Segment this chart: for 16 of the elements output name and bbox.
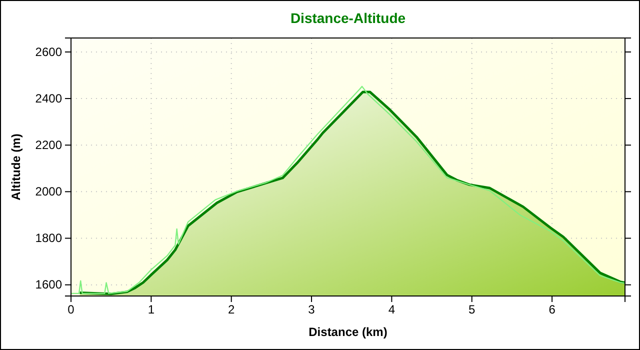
x-tick-label: 3 (308, 302, 316, 317)
y-tick-label: 1600 (35, 278, 62, 292)
x-tick-label: 4 (388, 302, 396, 317)
chart-title: Distance-Altitude (290, 10, 406, 26)
x-tick-label: 2 (228, 302, 236, 317)
x-tick-label: 0 (68, 302, 75, 317)
x-tick-label: 6 (548, 302, 556, 317)
y-tick-label: 2400 (35, 91, 62, 106)
x-axis-title: Distance (km) (308, 325, 388, 339)
y-axis-title: Altitude (m) (9, 134, 23, 200)
y-tick-label: 1800 (35, 231, 62, 246)
x-tick-label: 1 (148, 302, 155, 317)
y-tick-label: 2600 (35, 44, 62, 59)
y-tick-label: 2200 (35, 138, 62, 152)
x-tick-label: 5 (468, 302, 476, 317)
y-tick-label: 2000 (35, 184, 62, 199)
